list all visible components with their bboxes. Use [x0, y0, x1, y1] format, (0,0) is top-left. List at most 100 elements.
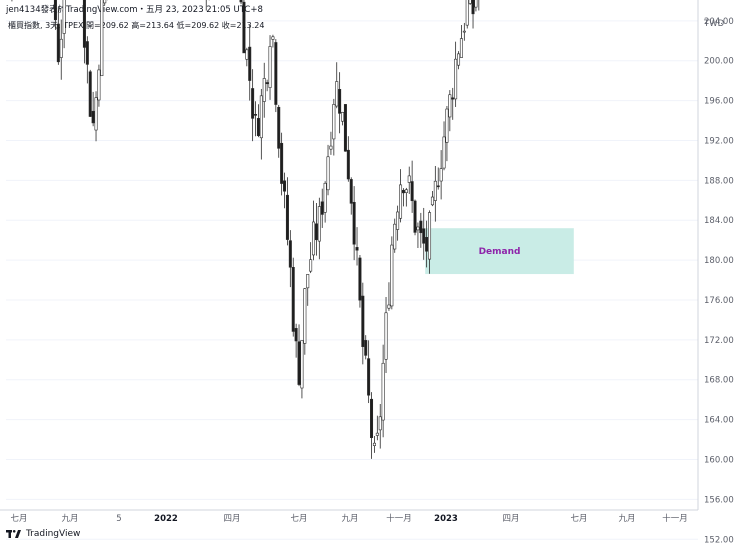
- candle-up: [300, 340, 304, 389]
- price-tick-label: 152.00: [704, 535, 734, 545]
- candle-up: [468, 0, 472, 4]
- time-tick-label: 七月: [290, 514, 307, 524]
- candle-down: [56, 23, 60, 63]
- candle-up: [396, 211, 400, 230]
- candle-up: [262, 78, 266, 102]
- candle-down: [436, 185, 440, 188]
- price-axis-unit: TWD: [703, 19, 725, 29]
- price-tick-label: 180.00: [704, 256, 734, 266]
- candle-up: [59, 38, 63, 58]
- candle-down: [285, 194, 289, 240]
- candle-up: [430, 196, 434, 206]
- time-tick-label: 2022: [154, 514, 178, 524]
- candle-up: [309, 259, 313, 272]
- candle-up: [335, 81, 339, 107]
- candle-down: [91, 110, 95, 124]
- candle-down: [248, 46, 252, 81]
- candle-up: [268, 46, 272, 88]
- candle-down: [265, 82, 269, 85]
- time-tick-label: 九月: [61, 514, 78, 524]
- time-tick-label: 2023: [434, 514, 458, 524]
- ohlc-legend: 櫃買指數, 3天, TPEX 開=209.62 高=213.64 低=209.6…: [8, 21, 265, 30]
- candle-down: [256, 118, 260, 137]
- candle-down: [346, 149, 350, 180]
- candle-up: [303, 288, 307, 344]
- time-tick-label: 5: [116, 514, 121, 524]
- candle-down: [471, 0, 475, 15]
- candle-down: [82, 0, 86, 48]
- candle-up: [259, 95, 263, 139]
- candle-down: [288, 240, 292, 268]
- price-tick-label: 172.00: [704, 336, 734, 346]
- candle-down: [297, 341, 301, 385]
- candle-up: [393, 223, 397, 250]
- candle-up: [404, 189, 408, 193]
- candle-down: [277, 106, 281, 149]
- candle-up: [317, 206, 321, 242]
- candle-down: [425, 237, 429, 252]
- candle-up: [326, 156, 330, 191]
- candle-down: [361, 295, 365, 347]
- candle-up: [378, 416, 382, 431]
- candle-down: [349, 179, 353, 204]
- candle-down: [343, 104, 347, 152]
- candle-down: [280, 142, 284, 184]
- candle-up: [306, 274, 310, 289]
- candle-down: [422, 228, 426, 244]
- candle-up: [341, 112, 345, 122]
- candle-down: [367, 358, 371, 396]
- candle-down: [242, 1, 246, 54]
- candle-up: [100, 0, 104, 77]
- candle-down: [88, 71, 92, 117]
- candle-down: [320, 201, 324, 215]
- price-tick-label: 168.00: [704, 376, 734, 386]
- candle-down: [401, 189, 405, 194]
- candle-up: [312, 221, 316, 256]
- tradingview-logo-icon: [6, 530, 21, 538]
- candle-up: [381, 362, 385, 421]
- candle-up: [271, 36, 275, 40]
- candle-up: [442, 136, 446, 169]
- candle-down: [413, 200, 417, 233]
- candle-down: [85, 41, 89, 65]
- price-tick-label: 164.00: [704, 416, 734, 426]
- candle-up: [384, 312, 388, 360]
- time-tick-label: 七月: [10, 514, 27, 524]
- time-tick-label: 四月: [223, 514, 240, 524]
- candle-down: [251, 88, 255, 119]
- price-tick-label: 192.00: [704, 136, 734, 146]
- candle-down: [358, 257, 362, 301]
- candle-up: [448, 94, 452, 118]
- candle-up: [439, 168, 443, 182]
- candle-up: [454, 58, 458, 100]
- time-tick-label: 七月: [570, 514, 587, 524]
- candle-up: [103, 0, 107, 4]
- candle-down: [314, 223, 318, 241]
- candle-up: [390, 244, 394, 307]
- time-tick-label: 四月: [502, 514, 519, 524]
- candle-up: [416, 226, 420, 231]
- price-tick-label: 156.00: [704, 495, 734, 505]
- candle-down: [274, 42, 278, 105]
- candle-up: [465, 0, 469, 26]
- price-tick-label: 184.00: [704, 216, 734, 226]
- candle-down: [283, 180, 287, 192]
- chart-caption: jen4134發表於TradingView.com・五月 23, 2023 21…: [6, 5, 263, 15]
- price-tick-label: 200.00: [704, 57, 734, 67]
- candle-up: [387, 304, 391, 309]
- price-tick-label: 204.00: [704, 17, 734, 27]
- candle-down: [451, 97, 455, 100]
- price-tick-label: 188.00: [704, 176, 734, 186]
- candle-up: [372, 442, 376, 446]
- candle-up: [399, 184, 403, 219]
- candle-up: [474, 0, 478, 8]
- price-tick-label: 176.00: [704, 296, 734, 306]
- candle-down: [364, 340, 368, 356]
- candle-up: [94, 97, 98, 131]
- time-tick-label: 九月: [341, 514, 358, 524]
- candle-down: [355, 247, 359, 251]
- price-tick-label: 196.00: [704, 97, 734, 107]
- footer-brand: TradingView: [26, 529, 81, 539]
- candle-down: [419, 220, 423, 234]
